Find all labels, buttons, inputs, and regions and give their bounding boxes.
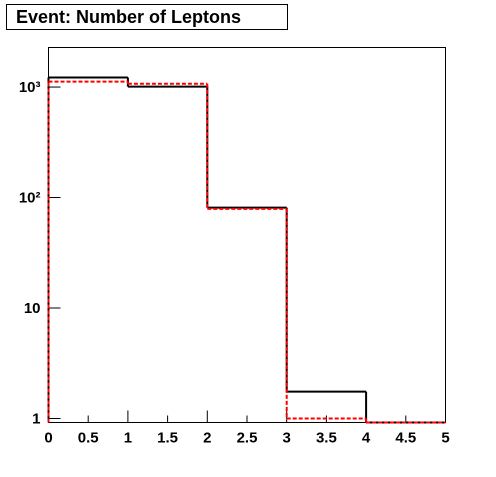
x-tick-label: 2.5	[237, 430, 258, 447]
y-tick-label: 10	[24, 300, 41, 317]
x-tick-label: 1	[124, 430, 132, 447]
chart-title: Event: Number of Leptons	[16, 7, 241, 27]
x-tick-label: 0	[44, 430, 52, 447]
x-tick-label: 2	[203, 430, 211, 447]
y-tick-label: 10³	[19, 79, 41, 96]
y-tick-label: 1	[32, 410, 40, 427]
x-tick-label: 3.5	[316, 430, 337, 447]
x-tick-label: 4.5	[395, 430, 416, 447]
y-tick-label: 10²	[19, 190, 41, 207]
x-tick-label: 3	[283, 430, 291, 447]
x-tick-label: 5	[441, 430, 449, 447]
x-tick-label: 4	[362, 430, 371, 447]
x-tick-label: 0.5	[78, 430, 99, 447]
title-box	[6, 4, 288, 30]
x-tick-label: 1.5	[157, 430, 178, 447]
